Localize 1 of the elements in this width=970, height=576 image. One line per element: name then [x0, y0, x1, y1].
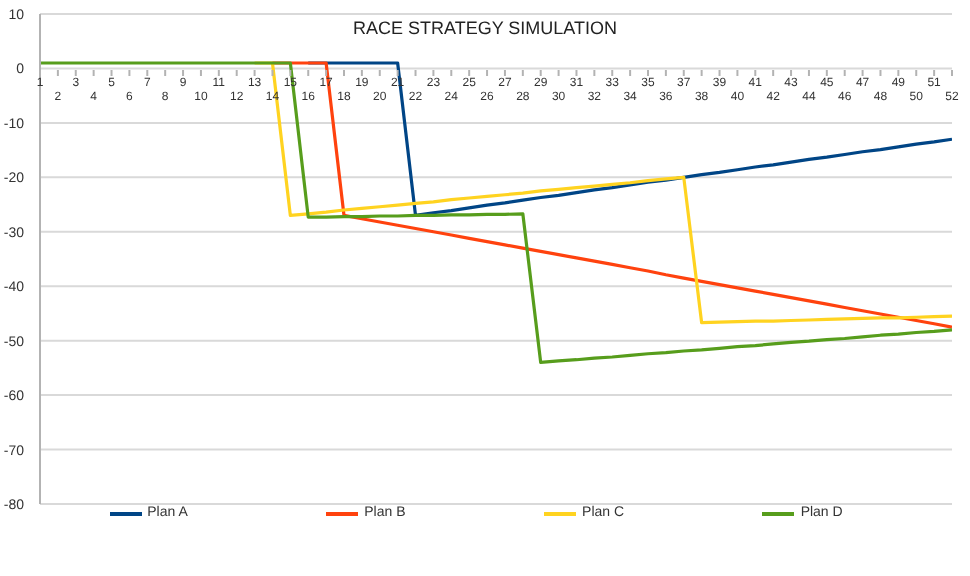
- chart-title: RACE STRATEGY SIMULATION: [352, 18, 618, 38]
